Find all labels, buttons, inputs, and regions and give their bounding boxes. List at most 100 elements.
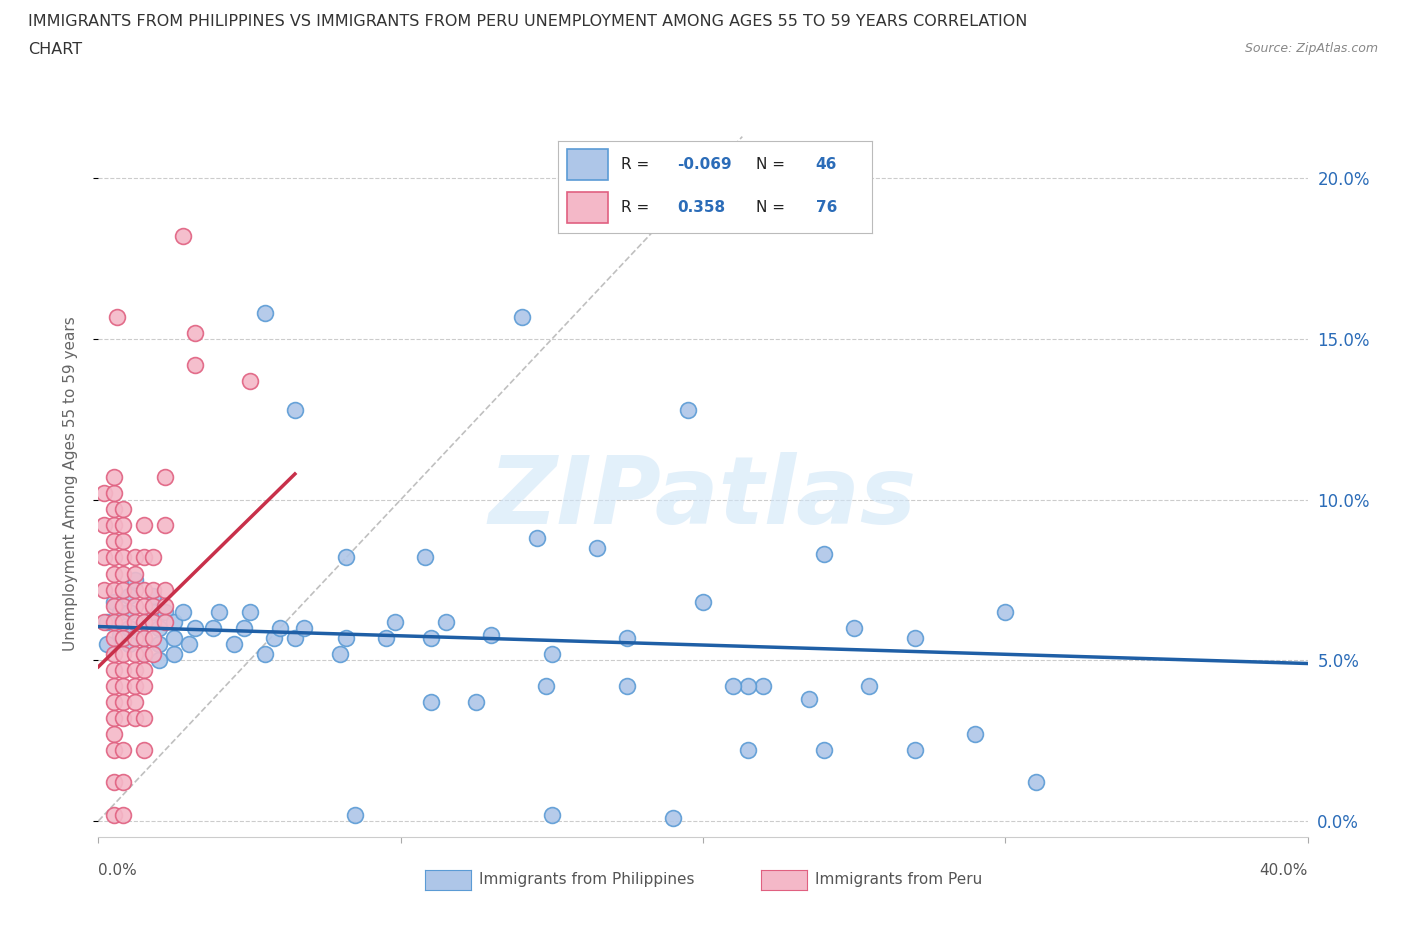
Point bbox=[172, 604, 194, 619]
Point bbox=[132, 550, 155, 565]
Point bbox=[103, 807, 125, 822]
Point bbox=[132, 598, 155, 613]
Point bbox=[153, 615, 176, 630]
Point bbox=[132, 582, 155, 597]
Point bbox=[616, 631, 638, 645]
Point bbox=[723, 679, 745, 694]
Point bbox=[153, 604, 176, 619]
Point bbox=[132, 662, 155, 677]
Point bbox=[103, 550, 125, 565]
Point bbox=[132, 743, 155, 758]
Point bbox=[103, 679, 125, 694]
Point bbox=[148, 637, 170, 652]
Point bbox=[540, 646, 562, 661]
Point bbox=[329, 646, 352, 661]
Point bbox=[111, 518, 134, 533]
Point bbox=[142, 589, 165, 604]
Point bbox=[111, 534, 134, 549]
Point bbox=[752, 679, 775, 694]
Point bbox=[148, 653, 170, 668]
Point bbox=[994, 604, 1017, 619]
Point bbox=[179, 637, 201, 652]
Point bbox=[142, 631, 165, 645]
Point bbox=[103, 470, 125, 485]
Point bbox=[292, 620, 315, 635]
Point bbox=[96, 637, 118, 652]
Point bbox=[208, 604, 231, 619]
Point bbox=[103, 631, 125, 645]
Point bbox=[124, 646, 146, 661]
Text: ZIPatlas: ZIPatlas bbox=[489, 452, 917, 544]
Point bbox=[132, 646, 155, 661]
Point bbox=[163, 646, 186, 661]
Point bbox=[420, 631, 443, 645]
Point bbox=[465, 695, 488, 710]
Point bbox=[103, 615, 125, 630]
Point bbox=[132, 615, 155, 630]
Point bbox=[132, 518, 155, 533]
Point bbox=[124, 615, 146, 630]
Point bbox=[904, 743, 927, 758]
Point bbox=[284, 403, 307, 418]
Point bbox=[224, 637, 246, 652]
Point bbox=[132, 631, 155, 645]
Point bbox=[676, 403, 699, 418]
Point bbox=[616, 679, 638, 694]
Point bbox=[103, 743, 125, 758]
Text: Immigrants from Peru: Immigrants from Peru bbox=[815, 872, 983, 887]
Point bbox=[420, 695, 443, 710]
Point bbox=[434, 615, 457, 630]
Point bbox=[153, 582, 176, 597]
Point bbox=[153, 518, 176, 533]
Point bbox=[647, 180, 669, 195]
Text: 40.0%: 40.0% bbox=[1260, 863, 1308, 878]
Point bbox=[105, 309, 128, 324]
Point bbox=[103, 646, 125, 661]
Point bbox=[118, 637, 141, 652]
Point bbox=[111, 743, 134, 758]
Point bbox=[103, 695, 125, 710]
Point bbox=[96, 615, 118, 630]
Point bbox=[510, 309, 533, 324]
Point bbox=[111, 695, 134, 710]
Point bbox=[111, 566, 134, 581]
Point bbox=[108, 604, 131, 619]
Point bbox=[586, 540, 609, 555]
Point bbox=[335, 631, 357, 645]
Point bbox=[132, 711, 155, 725]
Point bbox=[93, 518, 115, 533]
Point bbox=[202, 620, 225, 635]
Point bbox=[103, 566, 125, 581]
Point bbox=[103, 711, 125, 725]
Point bbox=[111, 807, 134, 822]
Point bbox=[344, 807, 367, 822]
Point bbox=[526, 531, 548, 546]
Point bbox=[797, 691, 820, 706]
Point bbox=[103, 518, 125, 533]
Point bbox=[103, 485, 125, 500]
Point bbox=[124, 631, 146, 645]
Point bbox=[111, 711, 134, 725]
Point bbox=[103, 726, 125, 741]
Y-axis label: Unemployment Among Ages 55 to 59 years: Unemployment Among Ages 55 to 59 years bbox=[63, 316, 77, 651]
Point bbox=[111, 502, 134, 517]
Point bbox=[904, 631, 927, 645]
Point bbox=[142, 615, 165, 630]
Point bbox=[1024, 775, 1046, 790]
Point bbox=[111, 775, 134, 790]
Point bbox=[93, 615, 115, 630]
Point bbox=[124, 598, 146, 613]
Point bbox=[184, 357, 207, 372]
Point bbox=[111, 679, 134, 694]
Point bbox=[103, 534, 125, 549]
Point bbox=[124, 662, 146, 677]
Point bbox=[172, 229, 194, 244]
Point bbox=[163, 615, 186, 630]
Point bbox=[263, 631, 285, 645]
Point bbox=[858, 679, 880, 694]
Point bbox=[540, 807, 562, 822]
Point bbox=[269, 620, 291, 635]
Point bbox=[132, 679, 155, 694]
Point bbox=[111, 582, 134, 597]
Point bbox=[103, 598, 125, 613]
